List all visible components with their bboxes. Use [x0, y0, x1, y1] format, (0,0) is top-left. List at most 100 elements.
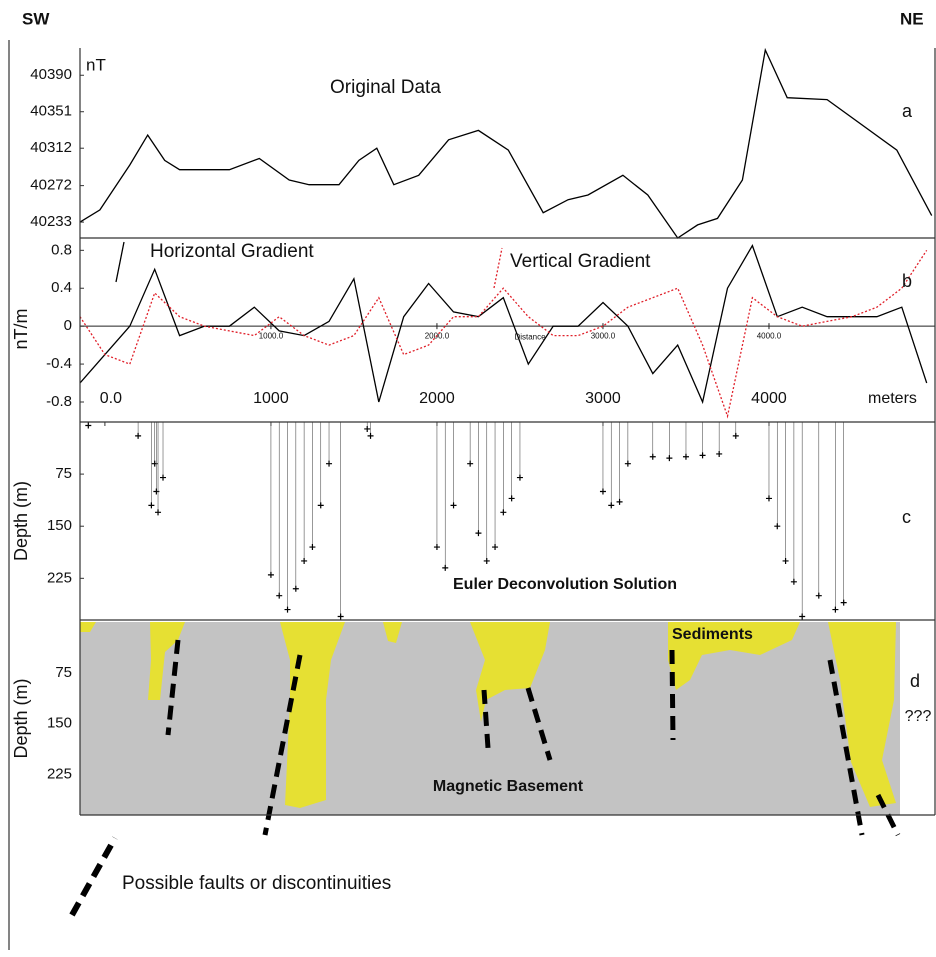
euler-solution — [483, 557, 490, 564]
euler-solution — [135, 432, 142, 439]
panel-label: b — [902, 271, 912, 291]
panel-label: c — [902, 507, 911, 527]
euler-solution — [309, 544, 316, 551]
euler-solution — [765, 495, 772, 502]
euler-solution — [500, 509, 507, 516]
panel-label: a — [902, 101, 913, 121]
euler-solution — [649, 453, 656, 460]
euler-solution — [492, 544, 499, 551]
fault — [669, 649, 676, 741]
legend-fault-symbol — [69, 836, 118, 917]
euler-solution — [153, 488, 160, 495]
euler-solution — [292, 585, 299, 592]
x-axis-label: Distance — [514, 332, 546, 341]
y-tick-label: 75 — [55, 664, 72, 681]
fault — [827, 659, 865, 836]
y-axis-label: nT/m — [11, 308, 31, 349]
x-tick-label: 0.0 — [100, 390, 122, 407]
euler-solution — [337, 613, 344, 620]
euler-solution — [699, 452, 706, 459]
sediment-body — [828, 622, 896, 807]
y-tick-label: 40312 — [30, 139, 72, 156]
legend-swatch — [493, 247, 503, 289]
x-tick-label: 3000.0 — [591, 331, 616, 340]
euler-solution — [790, 578, 797, 585]
euler-solution — [608, 502, 615, 509]
euler-solution — [442, 564, 449, 571]
fault — [481, 689, 491, 749]
euler-solution — [599, 488, 606, 495]
y-tick-label: 40233 — [30, 213, 72, 230]
euler-solution — [151, 460, 158, 467]
euler-solution — [832, 606, 839, 613]
euler-solution — [475, 530, 482, 537]
euler-solution — [815, 592, 822, 599]
y-tick-label: 40390 — [30, 66, 72, 83]
euler-solution — [450, 502, 457, 509]
unknown-zone — [900, 622, 935, 815]
legend-text: Possible faults or discontinuities — [122, 873, 391, 894]
sediment-body — [668, 622, 800, 690]
euler-solution — [267, 571, 274, 578]
ne-label: NE — [900, 9, 924, 28]
y-tick-label: 40272 — [30, 177, 72, 194]
x-tick-label: 4000 — [751, 390, 787, 407]
euler-solution — [732, 432, 739, 439]
y-tick-label: 0.8 — [51, 241, 72, 258]
sediment-body — [470, 622, 550, 722]
euler-solution — [433, 544, 440, 551]
y-tick-label: 75 — [55, 465, 72, 482]
x-tick-label: 1000.0 — [259, 331, 284, 340]
euler-solution — [367, 432, 374, 439]
euler-solution — [160, 474, 167, 481]
x-tick-label: 3000 — [585, 390, 621, 407]
sw-label: SW — [22, 9, 50, 28]
y-tick-label: 225 — [47, 765, 72, 782]
euler-solution — [666, 455, 673, 462]
x-tick-label: 1000 — [253, 390, 289, 407]
data-line — [79, 47, 933, 239]
legend-label: Horizontal Gradient — [150, 241, 314, 262]
sediments-label: Sediments — [672, 626, 753, 643]
euler-solution — [148, 502, 155, 509]
y-axis-label: Depth (m) — [11, 481, 31, 561]
y-axis-label: nT — [86, 55, 106, 74]
euler-solution — [85, 422, 92, 429]
y-tick-label: 150 — [47, 715, 72, 732]
euler-solution — [774, 523, 781, 530]
euler-solution — [317, 502, 324, 509]
y-axis-label: Depth (m) — [11, 678, 31, 758]
fault — [525, 687, 553, 761]
euler-solution — [276, 592, 283, 599]
y-tick-label: 40351 — [30, 103, 72, 120]
euler-solution — [467, 460, 474, 467]
y-tick-label: -0.8 — [46, 393, 72, 410]
panel-title: Original Data — [330, 77, 441, 98]
euler-solution — [624, 460, 631, 467]
euler-solution — [840, 599, 847, 606]
x-tick-label: 2000 — [419, 390, 455, 407]
y-tick-label: -0.4 — [46, 355, 72, 372]
euler-solution — [155, 509, 162, 516]
euler-solution — [284, 606, 291, 613]
legend-label: Vertical Gradient — [510, 251, 651, 272]
y-tick-label: 0 — [64, 317, 72, 334]
unknown-label: ??? — [905, 708, 932, 725]
euler-solution — [364, 425, 371, 432]
data-line — [79, 249, 928, 419]
euler-solution — [516, 474, 523, 481]
y-tick-label: 0.4 — [51, 279, 72, 296]
euler-solution — [716, 450, 723, 457]
x-tick-label: 4000.0 — [757, 331, 782, 340]
euler-solution — [326, 460, 333, 467]
sediment-body — [80, 622, 96, 632]
fault — [262, 654, 303, 836]
legend-swatch — [115, 241, 125, 283]
y-tick-label: 150 — [47, 517, 72, 534]
y-tick-label: 225 — [47, 569, 72, 586]
panel-title: Euler Deconvolution Solution — [453, 576, 677, 593]
euler-solution — [616, 498, 623, 505]
data-line — [79, 244, 928, 405]
euler-solution — [508, 495, 515, 502]
